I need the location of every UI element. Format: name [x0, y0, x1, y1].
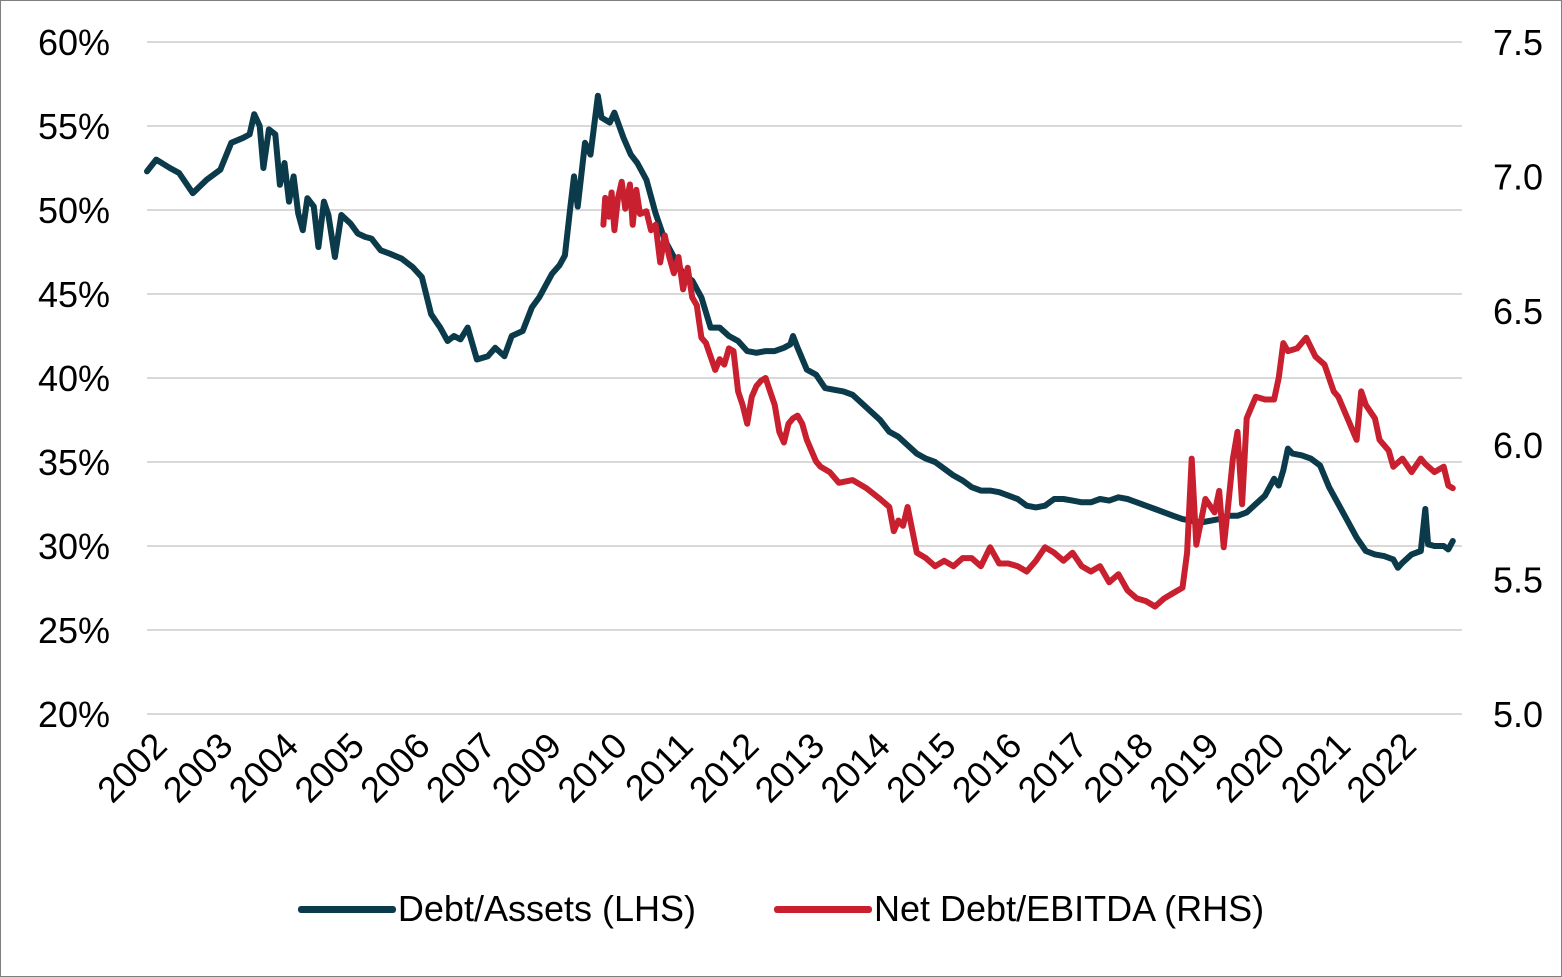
y-left-tick-label: 30% — [38, 526, 110, 567]
y-right-tick-label: 7.5 — [1493, 22, 1543, 63]
x-tick-label: 2010 — [549, 725, 635, 811]
y-left-tick-label: 20% — [38, 694, 110, 735]
y-left-tick-label: 45% — [38, 274, 110, 315]
y-left-tick-label: 50% — [38, 190, 110, 231]
y-right-tick-label: 7.0 — [1493, 156, 1543, 197]
x-tick-label: 2019 — [1141, 725, 1227, 811]
legend-swatch-net-debt-ebitda — [774, 905, 872, 913]
x-tick-label: 2007 — [418, 725, 504, 811]
x-tick-label: 2011 — [617, 725, 701, 809]
x-tick-label: 2009 — [484, 725, 570, 811]
x-tick-label: 2004 — [221, 725, 307, 811]
series-debt-assets-line — [144, 92, 1456, 571]
legend-label-net-debt-ebitda: Net Debt/EBITDA (RHS) — [874, 888, 1265, 929]
legend-swatch-debt-assets — [297, 905, 396, 913]
x-tick-label: 2003 — [155, 725, 241, 811]
gridlines — [147, 41, 1462, 715]
x-tick-label: 2014 — [812, 725, 898, 811]
y-right-tick-label: 6.5 — [1493, 291, 1543, 332]
series-net-debt-ebitda-line — [600, 178, 1456, 610]
right-axis-labels: 5.0 5.5 6.0 6.5 7.0 7.5 — [1493, 22, 1543, 735]
y-right-tick-label: 5.0 — [1493, 694, 1543, 735]
y-left-tick-label: 25% — [38, 610, 110, 651]
x-tick-label: 2016 — [944, 725, 1030, 811]
y-right-tick-label: 5.5 — [1493, 560, 1543, 601]
x-tick-label: 2020 — [1207, 725, 1293, 811]
left-axis-labels: 20% 25% 30% 35% 40% 45% 50% 55% 60% — [38, 22, 110, 735]
x-tick-label: 2005 — [286, 725, 372, 811]
y-left-tick-label: 60% — [38, 22, 110, 63]
x-tick-label: 2013 — [747, 725, 833, 811]
legend-item-debt-assets: Debt/Assets (LHS) — [297, 888, 696, 930]
x-tick-label: 2017 — [1010, 725, 1096, 811]
series-lines — [144, 92, 1456, 610]
x-tick-label: 2006 — [352, 725, 438, 811]
x-tick-label: 2012 — [681, 725, 767, 811]
legend-item-net-debt-ebitda: Net Debt/EBITDA (RHS) — [774, 888, 1264, 930]
y-left-tick-label: 35% — [38, 442, 110, 483]
x-axis-labels: 2002200320042005200620072009201020112012… — [89, 725, 1424, 811]
y-left-tick-label: 55% — [38, 106, 110, 147]
x-tick-label: 2021 — [1273, 725, 1359, 811]
legend-label-debt-assets: Debt/Assets (LHS) — [397, 888, 696, 929]
x-tick-label: 2015 — [878, 725, 964, 811]
legend: Debt/Assets (LHS) Net Debt/EBITDA (RHS) — [0, 888, 1562, 930]
x-tick-label: 2018 — [1075, 725, 1161, 811]
y-right-tick-label: 6.0 — [1493, 425, 1543, 466]
x-tick-label: 2022 — [1338, 725, 1424, 811]
y-left-tick-label: 40% — [38, 358, 110, 399]
x-tick-label: 2002 — [89, 725, 175, 811]
